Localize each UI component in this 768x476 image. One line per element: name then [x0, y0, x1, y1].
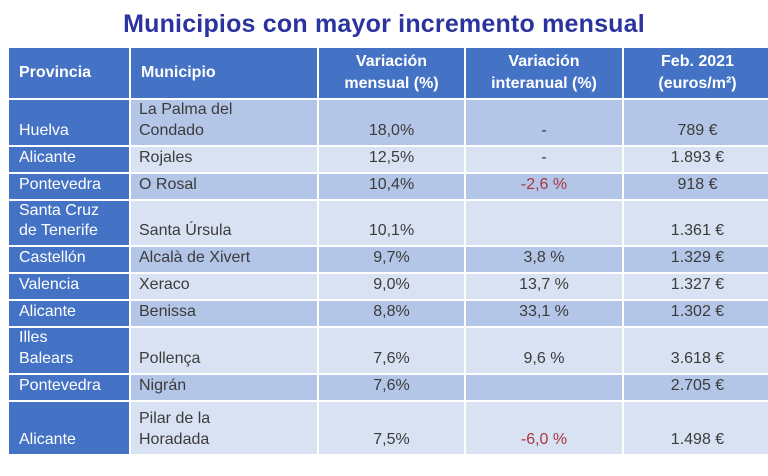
table-row: Pontevedra Nigrán 7,6% 2.705 €	[9, 374, 768, 400]
cell-variacion-interanual: 3,8 %	[466, 247, 622, 273]
table-row: Alicante Rojales 12,5% -1.893 €	[9, 146, 768, 172]
table-row: Illes Balears Pollença 7,6% 9,6 % 3.618 €	[9, 328, 768, 373]
col-header-variacion-mensual: Variación mensual (%)	[319, 48, 464, 98]
cell-precio-feb-2021: 1.302 €	[624, 301, 768, 327]
col-header-provincia: Provincia	[9, 48, 129, 98]
cell-variacion-interanual: 33,1 %	[466, 301, 622, 327]
cell-variacion-interanual: -2,6 %	[466, 173, 622, 199]
cell-municipio: Santa Úrsula	[131, 200, 317, 246]
cell-municipio: Rojales	[131, 146, 317, 172]
cell-municipio: Benissa	[131, 301, 317, 327]
cell-variacion-mensual: 12,5%	[319, 146, 464, 172]
cell-variacion-mensual: 10,4%	[319, 173, 464, 199]
cell-precio-feb-2021: 3.618 €	[624, 328, 768, 373]
cell-municipio: O Rosal	[131, 173, 317, 199]
slide: Municipios con mayor incremento mensual …	[0, 9, 768, 476]
cell-variacion-mensual: 7,6%	[319, 374, 464, 400]
table-row: Huelva La Palma del Condado 18,0% -789 €	[9, 100, 768, 145]
cell-precio-feb-2021: 2.705 €	[624, 374, 768, 400]
cell-variacion-mensual: 10,1%	[319, 200, 464, 246]
cell-variacion-mensual: 7,6%	[319, 328, 464, 373]
cell-provincia: Pontevedra	[9, 173, 129, 199]
cell-provincia: Alicante	[9, 146, 129, 172]
page-title: Municipios con mayor incremento mensual	[123, 10, 645, 38]
cell-variacion-interanual: 13,7 %	[466, 274, 622, 300]
cell-municipio: La Palma del Condado	[131, 100, 317, 145]
cell-precio-feb-2021: 1.498 €	[624, 401, 768, 454]
cell-provincia: Alicante	[9, 301, 129, 327]
cell-variacion-mensual: 18,0%	[319, 100, 464, 145]
cell-variacion-interanual: 9,6 %	[466, 328, 622, 373]
cell-variacion-mensual: 9,0%	[319, 274, 464, 300]
header-row: Provincia Municipio Variación mensual (%…	[9, 48, 768, 98]
table-row: Santa Cruz de Tenerife Santa Úrsula 10,1% 1…	[9, 200, 768, 246]
table-row: Pontevedra O Rosal 10,4% -2,6 % 918 €	[9, 173, 768, 199]
cell-provincia: Pontevedra	[9, 374, 129, 400]
cell-variacion-interanual: -	[466, 146, 622, 172]
cell-municipio: Pilar de la Horadada	[131, 401, 317, 454]
cell-precio-feb-2021: 1.893 €	[624, 146, 768, 172]
cell-provincia: Valencia	[9, 274, 129, 300]
col-header-feb-2021: Feb. 2021 (euros/m²)	[624, 48, 768, 98]
cell-precio-feb-2021: 1.329 €	[624, 247, 768, 273]
cell-provincia: Castellón	[9, 247, 129, 273]
cell-precio-feb-2021: 1.327 €	[624, 274, 768, 300]
cell-precio-feb-2021: 1.361 €	[624, 200, 768, 246]
municipios-table: Provincia Municipio Variación mensual (%…	[7, 46, 768, 456]
cell-variacion-interanual	[466, 374, 622, 400]
cell-municipio: Pollença	[131, 328, 317, 373]
cell-municipio: Nigrán	[131, 374, 317, 400]
table-body: Huelva La Palma del Condado 18,0% -789 € Ali…	[9, 100, 768, 454]
table-row: Alicante Benissa 8,8% 33,1 % 1.302 €	[9, 301, 768, 327]
col-header-variacion-interanual: Variación interanual (%)	[466, 48, 622, 98]
cell-variacion-interanual	[466, 200, 622, 246]
col-header-municipio: Municipio	[131, 48, 317, 98]
cell-provincia: Alicante	[9, 401, 129, 454]
cell-precio-feb-2021: 789 €	[624, 100, 768, 145]
cell-variacion-interanual: -6,0 %	[466, 401, 622, 454]
cell-municipio: Alcalà de Xivert	[131, 247, 317, 273]
cell-precio-feb-2021: 918 €	[624, 173, 768, 199]
cell-provincia: Huelva	[9, 100, 129, 145]
cell-variacion-mensual: 9,7%	[319, 247, 464, 273]
cell-variacion-mensual: 8,8%	[319, 301, 464, 327]
cell-provincia: Illes Balears	[9, 328, 129, 373]
table-row: Alicante Pilar de la Horadada 7,5% -6,0 % 1.…	[9, 401, 768, 454]
table-row: Valencia Xeraco 9,0% 13,7 % 1.327 €	[9, 274, 768, 300]
cell-municipio: Xeraco	[131, 274, 317, 300]
cell-variacion-mensual: 7,5%	[319, 401, 464, 454]
cell-provincia: Santa Cruz de Tenerife	[9, 200, 129, 246]
table-row: Castellón Alcalà de Xivert 9,7% 3,8 % 1.329 …	[9, 247, 768, 273]
cell-variacion-interanual: -	[466, 100, 622, 145]
